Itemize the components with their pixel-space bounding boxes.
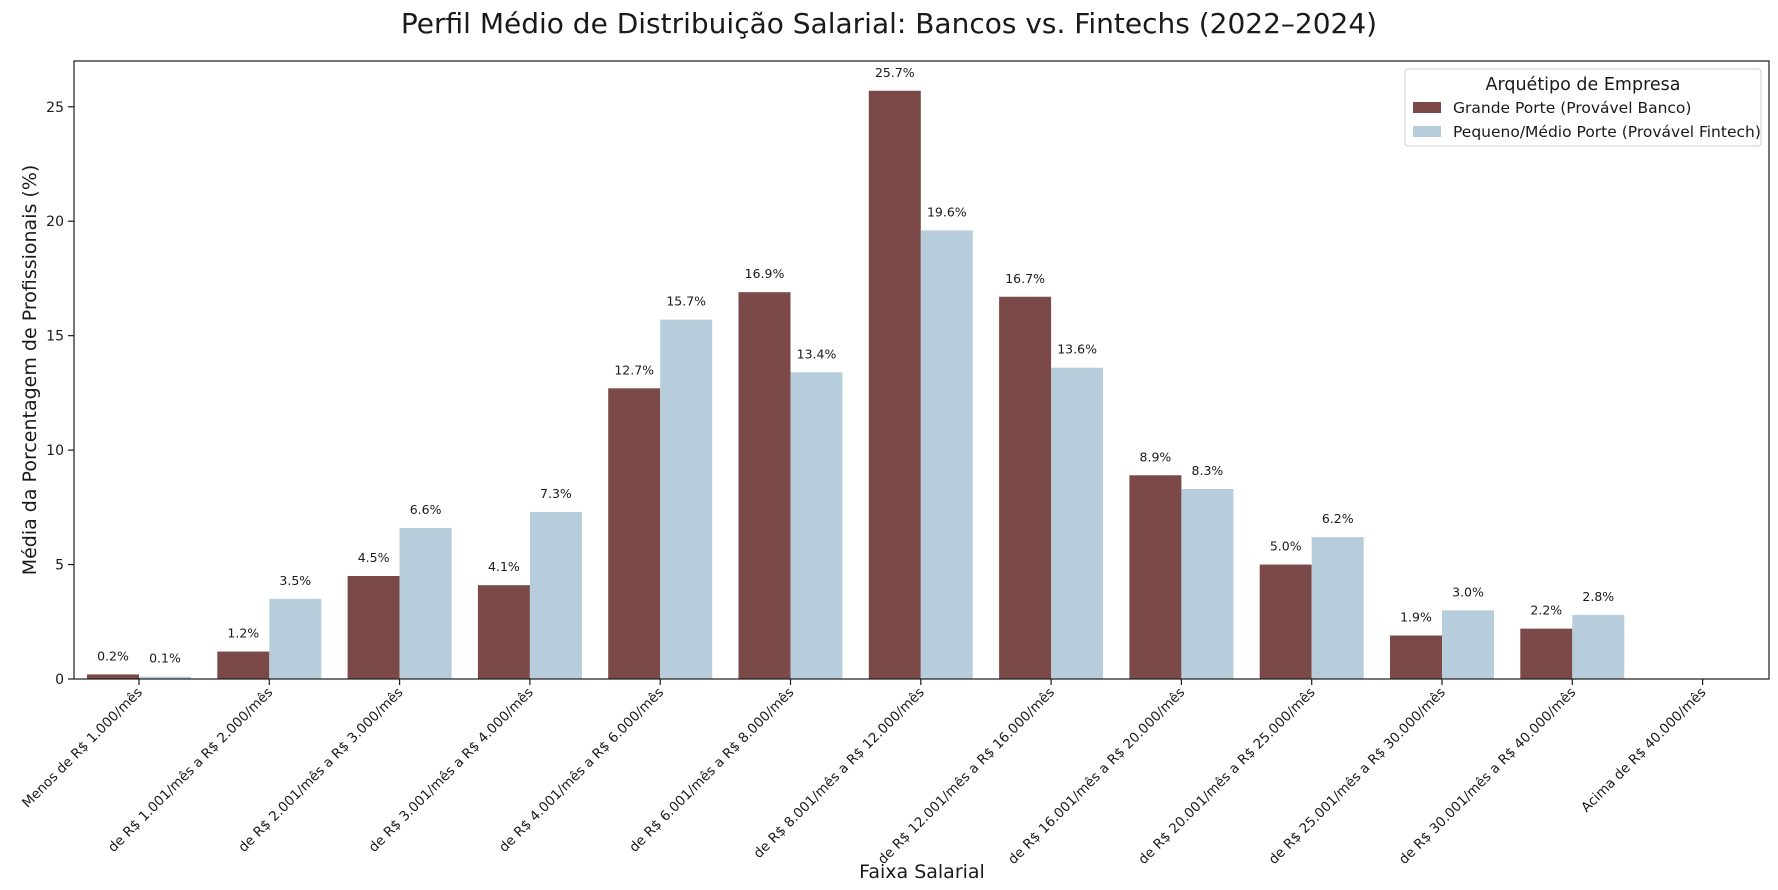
y-axis-label: Média da Porcentagem de Profissionais (%… (19, 165, 41, 576)
legend-label-fintech: Pequeno/Médio Porte (Provável Fintech) (1453, 123, 1761, 141)
y-tick-label: 0 (55, 672, 64, 688)
data-label-banco: 16.7% (1005, 271, 1045, 286)
y-tick-label: 5 (55, 558, 64, 574)
data-label-fintech: 0.1% (149, 651, 181, 666)
bar-banco (87, 674, 139, 679)
bar-fintech (529, 511, 582, 679)
bar-banco (1390, 635, 1442, 679)
data-label-banco: 4.1% (488, 559, 520, 574)
data-label-banco: 25.7% (875, 65, 915, 80)
bar-banco (1129, 475, 1182, 679)
legend-title: Arquétipo de Empresa (1486, 75, 1681, 95)
bar-banco (738, 292, 791, 679)
legend-swatch-fintech (1413, 126, 1441, 137)
data-label-banco: 16.9% (745, 266, 785, 281)
bar-fintech (399, 527, 452, 679)
bar-fintech (139, 676, 191, 679)
data-label-banco: 4.5% (358, 550, 390, 565)
data-label-fintech: 13.6% (1057, 342, 1097, 357)
data-label-fintech: 3.5% (279, 573, 311, 588)
bar-banco (868, 90, 921, 679)
data-label-banco: 1.2% (227, 626, 259, 641)
data-label-fintech: 6.6% (410, 502, 442, 517)
data-label-fintech: 19.6% (927, 204, 967, 219)
bar-banco (1259, 564, 1312, 679)
legend: Arquétipo de Empresa Grande Porte (Prová… (1404, 68, 1762, 147)
plot-frame (73, 60, 1770, 680)
legend-box (1404, 68, 1762, 147)
data-label-fintech: 2.8% (1582, 589, 1614, 604)
y-tick-label: 25 (46, 100, 64, 116)
chart-title: Perfil Médio de Distribuição Salarial: B… (401, 7, 1377, 40)
data-label-banco: 8.9% (1140, 449, 1172, 464)
data-label-banco: 12.7% (614, 362, 654, 377)
data-label-fintech: 8.3% (1192, 463, 1224, 478)
bar-fintech (790, 372, 843, 679)
bar-fintech (1311, 537, 1364, 679)
data-label-banco: 0.2% (97, 648, 129, 663)
data-label-banco: 2.2% (1530, 603, 1562, 618)
data-label-fintech: 15.7% (666, 294, 706, 309)
data-label-fintech: 7.3% (540, 486, 572, 501)
y-axis: 0 5 10 15 20 25 (46, 100, 74, 688)
bar-fintech (269, 598, 322, 679)
bar-banco (347, 576, 400, 679)
bar-fintech (1181, 489, 1234, 679)
data-label-fintech: 13.4% (797, 346, 837, 361)
x-tick-label: Acima de R$ 40.000/mês (1578, 685, 1709, 816)
plot-area: 0.2% 0.1% 1.2% 3.5% 4.5% 6.6% 4.1% 7.3% 12.7% 15.… (87, 65, 1625, 679)
x-axis-label: Faixa Salarial (859, 861, 985, 883)
x-tick-label: Menos de R$ 1.000/mês (19, 685, 146, 812)
bar-banco (608, 388, 661, 679)
data-label-banco: 5.0% (1270, 539, 1302, 554)
bar-fintech (1051, 367, 1104, 679)
y-tick-label: 20 (46, 214, 64, 230)
bar-banco (1520, 628, 1573, 679)
y-tick-label: 10 (46, 443, 64, 459)
bar-fintech (1442, 610, 1494, 679)
legend-label-banco: Grande Porte (Provável Banco) (1453, 99, 1691, 117)
data-label-fintech: 6.2% (1322, 511, 1354, 526)
bar-fintech (1572, 614, 1625, 679)
bar-fintech (920, 230, 973, 679)
legend-swatch-banco (1413, 102, 1441, 113)
bar-banco (999, 296, 1052, 679)
bar-fintech (660, 319, 713, 679)
data-label-fintech: 3.0% (1452, 584, 1484, 599)
bar-banco (477, 585, 530, 679)
bar-banco (217, 651, 270, 679)
y-tick-label: 15 (46, 329, 64, 345)
data-label-banco: 1.9% (1400, 610, 1432, 625)
